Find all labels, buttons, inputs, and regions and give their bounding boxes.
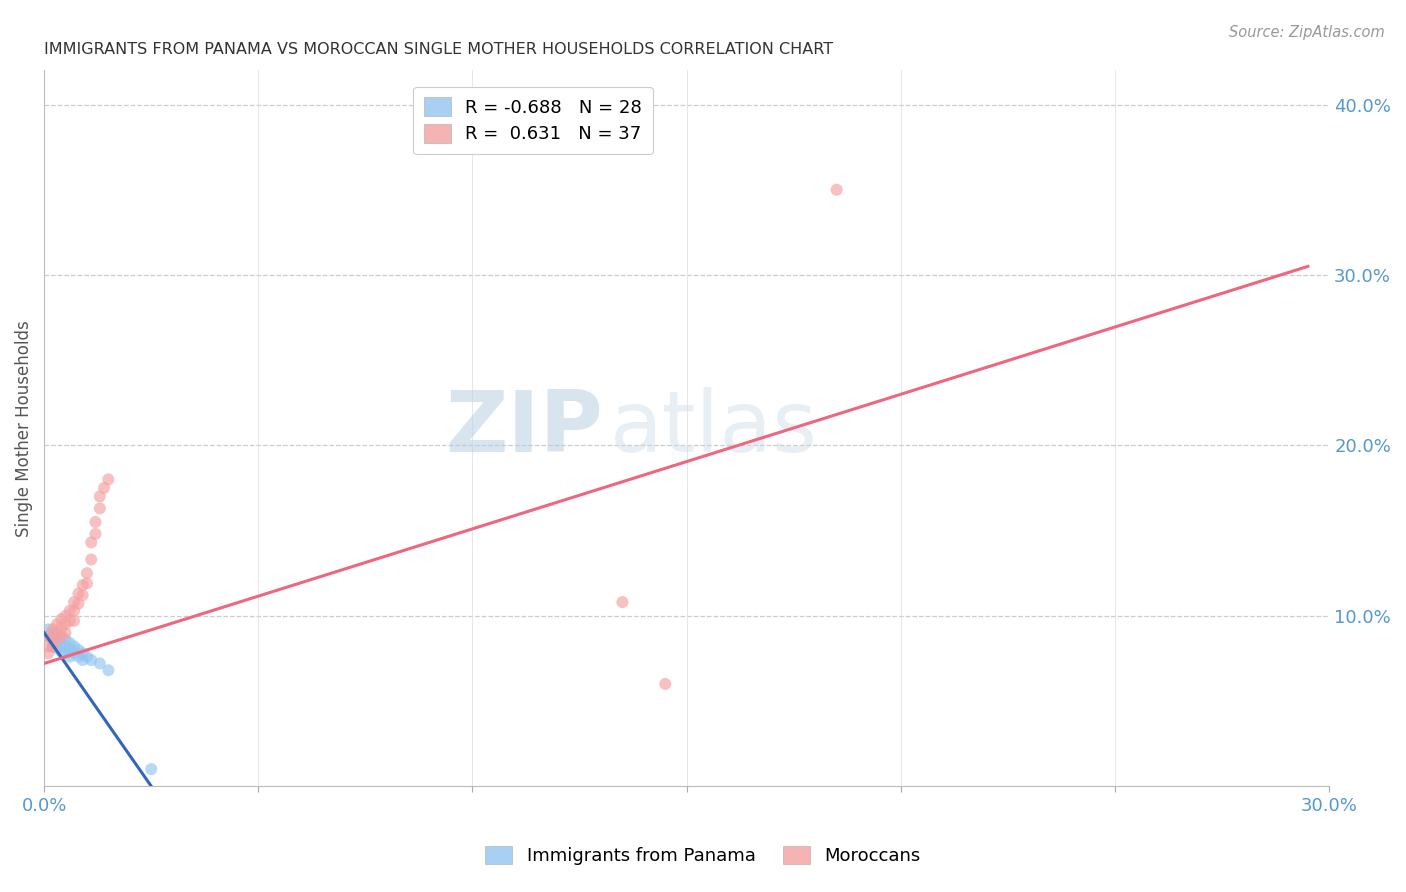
Point	[46, 617, 69, 632]
Point	[654, 677, 676, 691]
Y-axis label: Single Mother Households: Single Mother Households	[15, 320, 32, 537]
Point	[76, 566, 98, 581]
Point	[41, 632, 63, 647]
Point	[55, 646, 77, 660]
Point	[72, 578, 94, 592]
Point	[93, 481, 115, 495]
Point	[51, 638, 73, 652]
Point	[84, 515, 107, 529]
Point	[89, 501, 111, 516]
Point	[59, 604, 82, 618]
Point	[41, 625, 63, 640]
Point	[37, 629, 59, 643]
Point	[51, 621, 73, 635]
Point	[55, 640, 77, 654]
Text: Source: ZipAtlas.com: Source: ZipAtlas.com	[1229, 25, 1385, 40]
Point	[80, 653, 103, 667]
Point	[72, 646, 94, 660]
Point	[55, 625, 77, 640]
Point	[72, 653, 94, 667]
Point	[825, 183, 848, 197]
Point	[63, 646, 86, 660]
Point	[80, 535, 103, 549]
Point	[41, 640, 63, 654]
Point	[59, 649, 82, 664]
Point	[84, 527, 107, 541]
Point	[51, 629, 73, 643]
Point	[55, 632, 77, 647]
Point	[46, 641, 69, 656]
Point	[67, 649, 90, 664]
Point	[97, 663, 120, 677]
Point	[76, 576, 98, 591]
Point	[37, 640, 59, 654]
Point	[80, 552, 103, 566]
Point	[76, 649, 98, 664]
Text: atlas: atlas	[610, 387, 817, 470]
Point	[63, 604, 86, 618]
Text: ZIP: ZIP	[446, 387, 603, 470]
Text: IMMIGRANTS FROM PANAMA VS MOROCCAN SINGLE MOTHER HOUSEHOLDS CORRELATION CHART: IMMIGRANTS FROM PANAMA VS MOROCCAN SINGL…	[44, 42, 834, 57]
Point	[37, 646, 59, 660]
Point	[63, 640, 86, 654]
Point	[46, 632, 69, 647]
Point	[89, 657, 111, 671]
Point	[97, 472, 120, 486]
Point	[89, 490, 111, 504]
Point	[41, 623, 63, 637]
Point	[59, 614, 82, 628]
Point	[59, 636, 82, 650]
Point	[37, 629, 59, 643]
Point	[37, 623, 59, 637]
Point	[612, 595, 634, 609]
Point	[59, 642, 82, 657]
Legend: R = -0.688   N = 28, R =  0.631   N = 37: R = -0.688 N = 28, R = 0.631 N = 37	[413, 87, 652, 154]
Point	[46, 634, 69, 648]
Point	[46, 625, 69, 640]
Point	[141, 762, 163, 776]
Point	[72, 588, 94, 602]
Point	[67, 586, 90, 600]
Point	[67, 642, 90, 657]
Legend: Immigrants from Panama, Moroccans: Immigrants from Panama, Moroccans	[478, 838, 928, 872]
Point	[51, 644, 73, 658]
Point	[55, 608, 77, 623]
Point	[55, 617, 77, 632]
Point	[67, 597, 90, 611]
Point	[51, 629, 73, 643]
Point	[63, 595, 86, 609]
Point	[46, 627, 69, 641]
Point	[41, 632, 63, 647]
Point	[63, 614, 86, 628]
Point	[41, 640, 63, 654]
Point	[51, 612, 73, 626]
